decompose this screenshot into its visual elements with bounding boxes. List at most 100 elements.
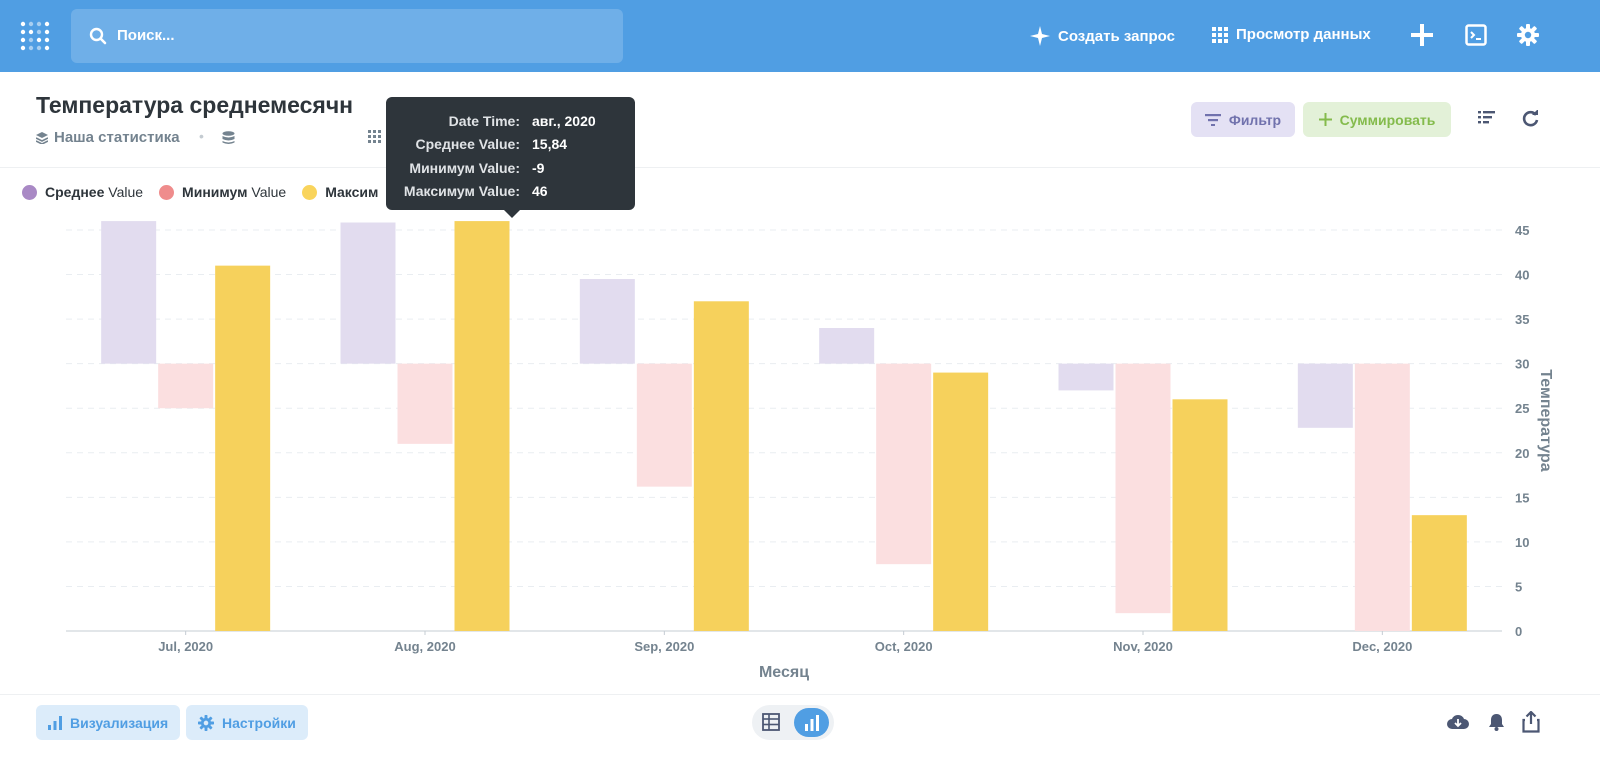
x-tick-label: Nov, 2020 [1113,639,1173,654]
legend-dot [22,184,37,200]
x-tick-label: Jul, 2020 [158,639,213,654]
x-tick-label: Aug, 2020 [394,639,455,654]
sql-editor-icon[interactable] [1465,24,1487,51]
sparkle-icon [1030,26,1050,46]
chart-legend: Среднее Value Минимум Value Максим [22,184,378,200]
search-icon [89,27,107,50]
collection-icon [36,131,48,144]
gear-icon[interactable] [1517,24,1539,51]
tooltip-key: Минимум Value: [409,159,520,176]
top-nav-bar: Поиск... Создать запрос Просмотр данных [0,0,1600,72]
grid-icon [1212,26,1228,43]
legend-label-bold: Минимум [182,184,248,200]
sparkle-icon [1318,113,1332,126]
y-tick-label: 30 [1515,357,1529,372]
legend-dot [159,184,175,200]
legend-label-rest: Value [247,184,287,200]
tooltip-key: Среднее Value: [415,136,521,153]
y-tick-label: 10 [1515,535,1529,550]
filter-button[interactable]: Фильтр [1191,102,1295,137]
browse-data-button[interactable]: Просмотр данных [1212,26,1371,43]
share-icon[interactable] [1522,710,1540,738]
y-tick-label: 20 [1515,446,1529,461]
bar [101,221,157,364]
tooltip-value: 46 [532,183,548,200]
bar [693,301,749,631]
gear-icon [198,714,214,731]
chart-view-icon[interactable] [794,708,829,737]
create-query-label: Создать запрос [1058,27,1175,45]
footer-bar: Визуализация Настройки [0,694,1600,761]
legend-item-maximum[interactable]: Максим [302,184,378,200]
y-tick-label: 40 [1515,268,1529,283]
y-tick-label: 0 [1515,624,1522,639]
visualization-button[interactable]: Визуализация [36,705,181,740]
tooltip-key: Максимум Value: [403,183,520,200]
database-icon[interactable] [222,131,235,150]
y-axis-title: Температура [1537,369,1554,471]
bar [933,372,989,631]
tooltip-row: Date Time: авг., 2020 [386,109,635,133]
search-input[interactable]: Поиск... [71,9,623,63]
view-toggle[interactable] [752,705,834,740]
x-tick-label: Sep, 2020 [634,639,694,654]
page-title[interactable]: Температура среднемесячн [36,92,354,118]
bar [454,221,510,632]
tooltip-value: 15,84 [532,136,568,153]
refresh-icon[interactable] [1522,109,1539,132]
bar [1297,363,1353,428]
bar [1411,515,1467,631]
bar [340,222,396,364]
summarize-button[interactable]: Суммировать [1303,102,1451,137]
y-tick-label: 45 [1515,223,1529,238]
settings-label: Настройки [222,714,296,731]
collection-name[interactable]: Наша статистика [54,129,180,146]
list-icon[interactable] [1478,110,1495,130]
tooltip-key: Date Time: [448,112,520,129]
breadcrumb[interactable]: Наша статистика [36,129,180,146]
metabase-logo-icon[interactable] [20,20,50,52]
table-grid-icon[interactable] [368,130,381,148]
legend-label-rest: Value [104,184,144,200]
legend-item-minimum[interactable]: Минимум Value [159,184,286,200]
x-tick-label: Dec, 2020 [1352,639,1412,654]
legend-label-bold: Среднее [45,184,105,200]
download-icon[interactable] [1447,713,1469,736]
legend-dot [302,184,318,200]
y-tick-label: 25 [1515,401,1529,416]
x-axis-title: Месяц [759,664,809,681]
bar [158,363,214,409]
bar [1172,399,1228,631]
legend-item-average[interactable]: Среднее Value [22,184,143,200]
breadcrumb-separator: • [199,128,204,144]
tooltip-value: -9 [532,159,545,176]
question-header: Температура среднемесячн Наша статистика… [0,72,1600,168]
create-query-button[interactable]: Создать запрос [1030,26,1175,46]
y-tick-label: 5 [1515,579,1522,594]
visualization-label: Визуализация [70,714,169,731]
tooltip-row: Среднее Value: 15,84 [386,133,635,157]
bar-chart-icon [48,715,62,730]
tooltip-row: Минимум Value: -9 [386,156,635,180]
y-tick-label: 15 [1515,490,1529,505]
summarize-label: Суммировать [1339,111,1436,128]
bar [636,363,692,487]
y-tick-label: 35 [1515,312,1529,327]
tooltip-row: Максимум Value: 46 [386,180,635,204]
bar [579,279,635,364]
bell-icon[interactable] [1488,713,1505,736]
chart-tooltip: Date Time: авг., 2020 Среднее Value: 15,84… [386,97,635,218]
bar [1115,363,1171,614]
legend-label-bold: Максим [325,184,379,200]
plus-icon[interactable] [1411,24,1433,51]
browse-data-label: Просмотр данных [1236,26,1371,43]
filter-label: Фильтр [1228,111,1282,128]
bar-chart: 0 5 10 15 20 25 30 35 40 45 Jul, 2020 Aug, 2020 Sep,… [66,221,1554,681]
table-view-icon[interactable] [762,713,780,736]
bar [397,363,453,444]
settings-button[interactable]: Настройки [186,705,308,740]
filter-icon [1204,113,1221,126]
search-placeholder: Поиск... [117,27,175,44]
bar [215,265,271,631]
x-tick-label: Oct, 2020 [875,639,933,654]
